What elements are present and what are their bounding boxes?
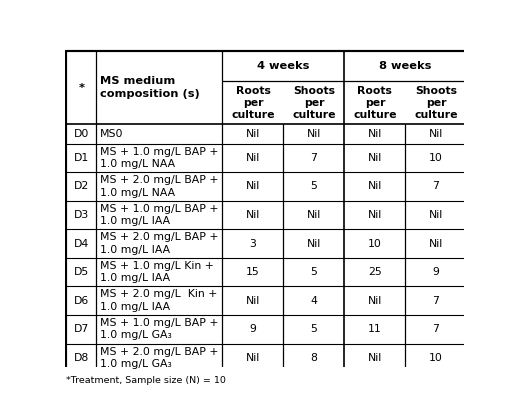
Text: MS0: MS0 <box>100 129 123 139</box>
Text: Nil: Nil <box>368 296 382 306</box>
Text: MS + 1.0 mg/L BAP +
1.0 mg/L GA₃: MS + 1.0 mg/L BAP + 1.0 mg/L GA₃ <box>100 318 218 340</box>
Text: MS + 1.0 mg/L Kin +
1.0 mg/L IAA: MS + 1.0 mg/L Kin + 1.0 mg/L IAA <box>100 261 214 283</box>
Text: 9: 9 <box>250 324 256 334</box>
Text: Shoots
per
culture: Shoots per culture <box>414 86 458 119</box>
Text: 11: 11 <box>368 324 382 334</box>
Text: 10: 10 <box>429 153 443 163</box>
Text: D8: D8 <box>74 353 89 363</box>
Text: 8: 8 <box>311 353 317 363</box>
Text: Nil: Nil <box>307 210 321 220</box>
Text: Nil: Nil <box>429 239 443 248</box>
Text: Nil: Nil <box>368 129 382 139</box>
Text: Nil: Nil <box>368 153 382 163</box>
Text: *Treatment, Sample size (N) = 10: *Treatment, Sample size (N) = 10 <box>67 376 227 385</box>
Text: Nil: Nil <box>246 210 260 220</box>
Text: 10: 10 <box>429 353 443 363</box>
Text: MS + 1.0 mg/L BAP +
1.0 mg/L NAA: MS + 1.0 mg/L BAP + 1.0 mg/L NAA <box>100 147 218 169</box>
Text: D7: D7 <box>74 324 89 334</box>
Text: 7: 7 <box>432 182 439 192</box>
Text: 7: 7 <box>432 296 439 306</box>
Text: Nil: Nil <box>246 153 260 163</box>
Text: Shoots
per
culture: Shoots per culture <box>292 86 336 119</box>
Text: MS + 2.0 mg/L  Kin +
1.0 mg/L IAA: MS + 2.0 mg/L Kin + 1.0 mg/L IAA <box>100 290 217 312</box>
Text: D2: D2 <box>74 182 89 192</box>
Text: D5: D5 <box>74 267 89 277</box>
Text: 25: 25 <box>368 267 382 277</box>
Text: Roots
per
culture: Roots per culture <box>353 86 397 119</box>
Text: MS + 1.0 mg/L BAP +
1.0 mg/L IAA: MS + 1.0 mg/L BAP + 1.0 mg/L IAA <box>100 204 218 226</box>
Text: 8 weeks: 8 weeks <box>379 61 431 71</box>
Text: Nil: Nil <box>246 353 260 363</box>
Text: 5: 5 <box>311 182 317 192</box>
Text: D1: D1 <box>74 153 89 163</box>
Text: 15: 15 <box>246 267 260 277</box>
Text: D0: D0 <box>74 129 89 139</box>
Text: MS medium
composition (s): MS medium composition (s) <box>101 76 200 99</box>
Text: Nil: Nil <box>368 353 382 363</box>
Text: Nil: Nil <box>429 129 443 139</box>
Text: Nil: Nil <box>429 210 443 220</box>
Text: 10: 10 <box>368 239 382 248</box>
Text: 4 weeks: 4 weeks <box>257 61 310 71</box>
Text: Nil: Nil <box>368 210 382 220</box>
Text: D4: D4 <box>74 239 89 248</box>
Text: 5: 5 <box>311 267 317 277</box>
Text: MS + 2.0 mg/L BAP +
1.0 mg/L IAA: MS + 2.0 mg/L BAP + 1.0 mg/L IAA <box>100 232 218 255</box>
Text: 7: 7 <box>432 324 439 334</box>
Text: 3: 3 <box>250 239 256 248</box>
Text: *: * <box>78 82 85 93</box>
Text: D3: D3 <box>74 210 89 220</box>
Text: Nil: Nil <box>307 239 321 248</box>
Text: 4: 4 <box>311 296 317 306</box>
Text: MS + 2.0 mg/L BAP +
1.0 mg/L GA₃: MS + 2.0 mg/L BAP + 1.0 mg/L GA₃ <box>100 346 218 369</box>
Text: Nil: Nil <box>246 182 260 192</box>
Text: 5: 5 <box>311 324 317 334</box>
Text: Nil: Nil <box>368 182 382 192</box>
Text: Nil: Nil <box>307 129 321 139</box>
Text: 9: 9 <box>432 267 439 277</box>
Text: Nil: Nil <box>246 296 260 306</box>
Text: Roots
per
culture: Roots per culture <box>231 86 275 119</box>
Text: D6: D6 <box>74 296 89 306</box>
Text: MS + 2.0 mg/L BAP +
1.0 mg/L NAA: MS + 2.0 mg/L BAP + 1.0 mg/L NAA <box>100 175 218 198</box>
Text: 7: 7 <box>311 153 317 163</box>
Text: Nil: Nil <box>246 129 260 139</box>
